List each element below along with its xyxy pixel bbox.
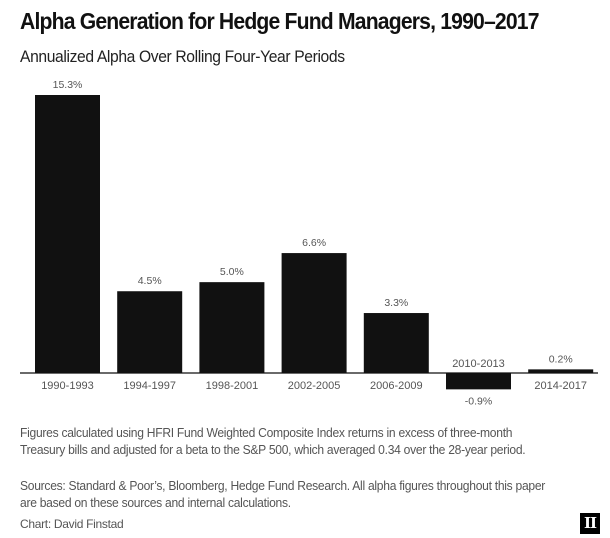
category-label: 2010-2013 — [452, 358, 505, 370]
bar-1998-2001 — [199, 282, 265, 373]
value-label: 3.3% — [384, 297, 408, 309]
bar-1990-1993 — [35, 95, 100, 373]
category-label: 1990-1993 — [41, 380, 94, 392]
category-label: 2006-2009 — [370, 380, 423, 392]
bar-2014-2017 — [528, 369, 594, 373]
bar-2010-2013 — [446, 373, 511, 390]
bar-1994-1997 — [117, 291, 183, 373]
value-label: -0.9% — [465, 395, 492, 407]
category-label: 1998-2001 — [206, 380, 259, 392]
value-label: 5.0% — [220, 266, 244, 278]
category-label: 2014-2017 — [534, 380, 587, 392]
publisher-logo: II — [580, 513, 600, 534]
chart-subtitle: Annualized Alpha Over Rolling Four-Year … — [20, 47, 345, 66]
bar-2002-2005 — [281, 253, 347, 373]
chart-title: Alpha Generation for Hedge Fund Managers… — [20, 8, 540, 34]
category-label: 2002-2005 — [288, 380, 341, 392]
value-label: 15.3% — [53, 79, 83, 91]
bar-chart: 15.3% 1990-1993 4.5% 1994-1997 5.0% 1998-2001… — [20, 79, 598, 407]
category-label: 1994-1997 — [123, 380, 176, 392]
bar-2006-2009 — [363, 313, 429, 373]
sources-note: Sources: Standard & Poor’s, Bloomberg, H… — [20, 478, 546, 510]
value-label: 6.6% — [302, 237, 326, 249]
value-label: 4.5% — [138, 275, 162, 287]
value-label: 0.2% — [549, 353, 573, 365]
footnote: Figures calculated using HFRI Fund Weigh… — [20, 425, 526, 457]
chart-credit: Chart: David Finstad — [20, 517, 124, 531]
